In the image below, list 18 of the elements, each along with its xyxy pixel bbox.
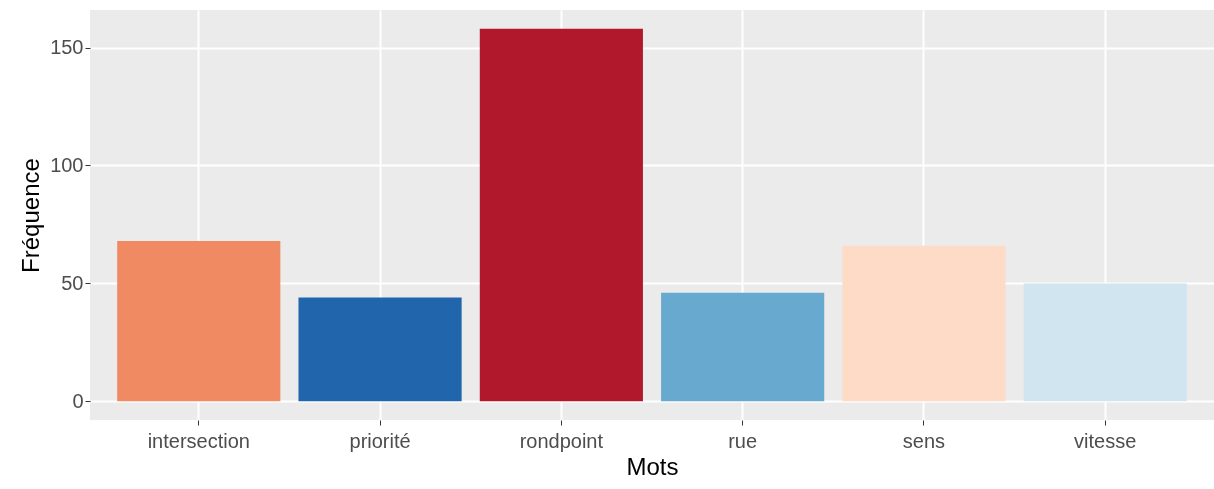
bar bbox=[117, 240, 281, 402]
y-tick-label: 50 bbox=[61, 271, 84, 294]
y-tick-label: 0 bbox=[72, 389, 84, 412]
y-tick-label: 150 bbox=[50, 36, 84, 59]
y-tick-label: 100 bbox=[50, 153, 84, 176]
x-tick-label: priorité bbox=[349, 429, 411, 452]
x-tick-label: rondpoint bbox=[519, 429, 604, 452]
bar bbox=[479, 28, 643, 402]
x-tick-label: sens bbox=[902, 429, 946, 452]
x-tick-label: intersection bbox=[147, 429, 250, 452]
bar bbox=[298, 297, 462, 402]
y-axis-title: Fréquence bbox=[17, 158, 45, 273]
x-tick-label: vitesse bbox=[1074, 429, 1137, 452]
x-axis-title: Mots bbox=[626, 452, 679, 480]
bar bbox=[661, 292, 825, 402]
bar bbox=[1023, 283, 1187, 402]
x-tick-label: rue bbox=[728, 429, 758, 452]
bar bbox=[842, 245, 1006, 402]
